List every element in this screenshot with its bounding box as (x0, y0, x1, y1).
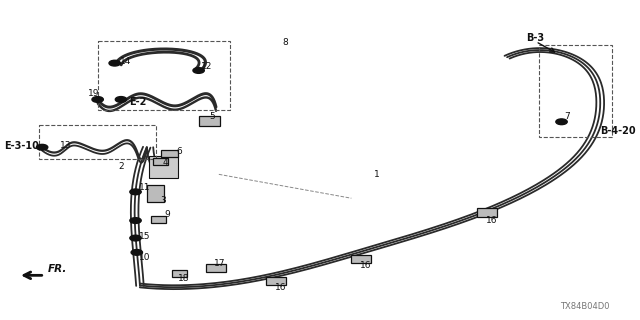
Text: 13: 13 (60, 141, 72, 150)
Text: TX84B04D0: TX84B04D0 (560, 302, 610, 311)
FancyBboxPatch shape (148, 156, 179, 178)
Text: B-4-20: B-4-20 (600, 126, 636, 136)
Text: 16: 16 (360, 261, 371, 270)
Text: 18: 18 (179, 274, 190, 283)
FancyBboxPatch shape (198, 116, 220, 126)
Text: 1: 1 (374, 170, 380, 179)
Text: FR.: FR. (47, 264, 67, 274)
Circle shape (556, 119, 567, 124)
Circle shape (130, 218, 141, 223)
Text: 2: 2 (118, 162, 124, 171)
FancyBboxPatch shape (205, 264, 226, 272)
Text: 16: 16 (275, 283, 287, 292)
Text: 12: 12 (200, 61, 212, 70)
Text: 15: 15 (139, 232, 150, 241)
FancyBboxPatch shape (477, 208, 497, 217)
Text: 10: 10 (139, 253, 150, 262)
FancyBboxPatch shape (161, 150, 178, 157)
FancyBboxPatch shape (266, 277, 285, 285)
Text: B-3: B-3 (527, 33, 545, 43)
Text: 3: 3 (161, 196, 166, 205)
Circle shape (130, 189, 141, 195)
Circle shape (193, 68, 204, 73)
Bar (39, 125, 156, 159)
FancyBboxPatch shape (147, 185, 164, 202)
Text: 9: 9 (164, 210, 170, 219)
Circle shape (115, 97, 127, 102)
Text: 11: 11 (139, 183, 150, 192)
Text: 19: 19 (88, 89, 100, 98)
FancyBboxPatch shape (153, 158, 168, 165)
Text: 17: 17 (214, 259, 226, 268)
Bar (98, 42, 230, 110)
Text: 4: 4 (163, 158, 168, 167)
FancyBboxPatch shape (172, 270, 188, 276)
Text: 5: 5 (210, 113, 216, 122)
FancyBboxPatch shape (151, 216, 166, 223)
FancyBboxPatch shape (351, 255, 371, 263)
Text: 16: 16 (486, 216, 497, 225)
Text: 6: 6 (177, 147, 182, 156)
Bar (540, 45, 612, 137)
Circle shape (130, 235, 141, 241)
Text: E-2: E-2 (129, 97, 147, 107)
Circle shape (109, 60, 120, 66)
Text: E-3-10: E-3-10 (4, 141, 39, 151)
Text: 8: 8 (282, 38, 288, 47)
Circle shape (36, 144, 48, 150)
Circle shape (131, 250, 143, 255)
Text: 7: 7 (564, 112, 570, 121)
Circle shape (92, 97, 103, 102)
Text: 14: 14 (120, 57, 131, 66)
